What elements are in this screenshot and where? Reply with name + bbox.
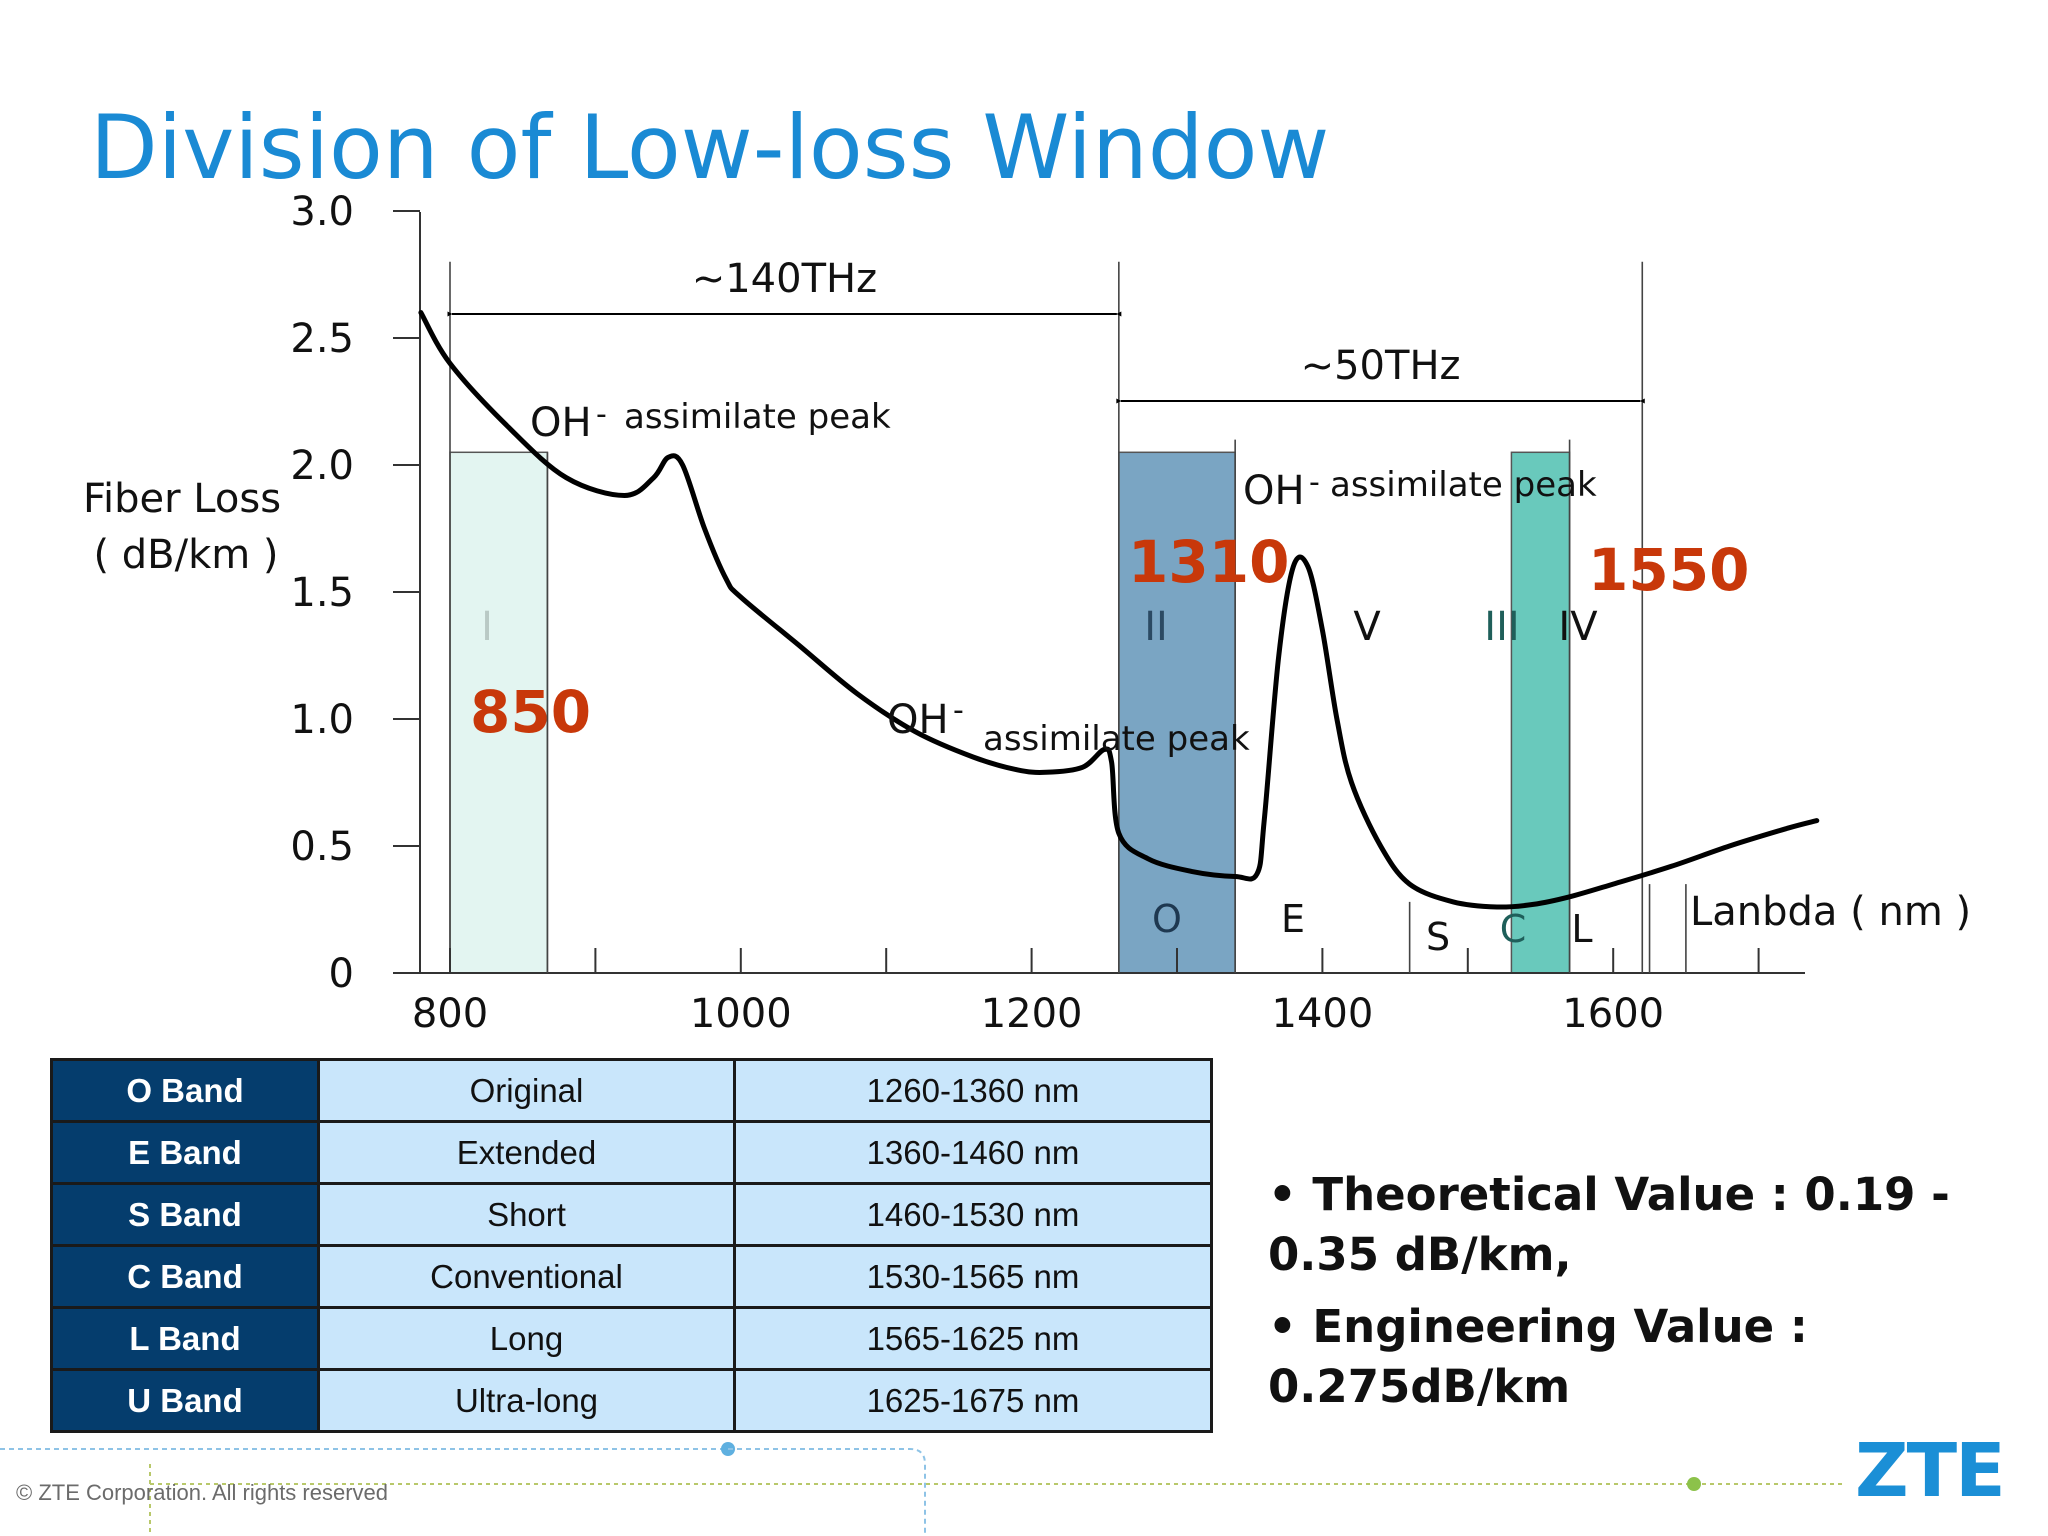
- band-description-cell: Ultra-long: [317, 1368, 736, 1433]
- band-letter-c: C: [1500, 907, 1527, 951]
- svg-text:OH: OH: [1243, 468, 1305, 514]
- band-description-cell: Original: [317, 1058, 736, 1123]
- band-description-cell: Short: [317, 1182, 736, 1247]
- y-axis-label-line2: ( dB/km ): [93, 532, 278, 578]
- frequency-span-label: ~140THz: [692, 256, 877, 302]
- loss-curve: [418, 310, 1820, 910]
- band-row: U Band Ultra-long 1625-1675 nm: [50, 1368, 1213, 1433]
- svg-text:assimilate peak: assimilate peak: [1330, 465, 1597, 505]
- x-tick-label: 1200: [981, 991, 1083, 1037]
- svg-text:-: -: [596, 397, 607, 432]
- band-name-cell: U Band: [50, 1368, 320, 1433]
- band-letter-l: L: [1571, 907, 1592, 951]
- oh-annotation-1: OH - assimilate peak: [530, 397, 891, 446]
- zte-logo: ZTE: [1855, 1428, 2006, 1514]
- wavelength-850: 850: [470, 678, 591, 746]
- y-tick-label: 2.5: [290, 316, 354, 362]
- loss-values: • Theoretical Value : 0.19 - 0.35 dB/km,…: [1268, 1165, 1988, 1429]
- y-tick-label: 0.5: [290, 824, 354, 870]
- wavelength-1310: 1310: [1128, 528, 1289, 596]
- oh-annotation-3: OH - assimilate peak: [887, 693, 1250, 759]
- svg-text:OH: OH: [887, 697, 949, 743]
- region-label-iv: IV: [1558, 604, 1598, 650]
- band-row: C Band Conventional 1530-1565 nm: [50, 1244, 1213, 1309]
- theoretical-value-note: • Theoretical Value : 0.19 - 0.35 dB/km,: [1268, 1168, 1950, 1281]
- band-range-cell: 1360-1460 nm: [733, 1120, 1213, 1185]
- band-letter-e: E: [1281, 897, 1305, 941]
- band-row: E Band Extended 1360-1460 nm: [50, 1120, 1213, 1185]
- y-tick-label: 3.0: [290, 189, 354, 235]
- x-tick-label: 1600: [1562, 991, 1664, 1037]
- copyright-text: © ZTE Corporation. All rights reserved: [16, 1480, 389, 1505]
- window-label-iii: III: [1484, 604, 1519, 650]
- x-tick-label: 800: [412, 991, 488, 1037]
- svg-text:-: -: [1309, 465, 1320, 500]
- svg-text:assimilate peak: assimilate peak: [624, 397, 891, 437]
- svg-text:-: -: [953, 693, 964, 728]
- oh-annotation-2: OH - assimilate peak: [1243, 465, 1597, 514]
- band-letter-o: O: [1152, 897, 1182, 941]
- band-range-cell: 1625-1675 nm: [733, 1368, 1213, 1433]
- y-tick-label: 1.0: [290, 697, 354, 743]
- band-range-cell: 1530-1565 nm: [733, 1244, 1213, 1309]
- y-tick-label: 0: [329, 951, 354, 997]
- band-row: L Band Long 1565-1625 nm: [50, 1306, 1213, 1371]
- wavelength-1550: 1550: [1588, 536, 1749, 604]
- band-description-cell: Conventional: [317, 1244, 736, 1309]
- band-row: O Band Original 1260-1360 nm: [50, 1058, 1213, 1123]
- x-tick-label: 1000: [690, 991, 792, 1037]
- window-label-i: I: [481, 604, 493, 650]
- band-range-cell: 1565-1625 nm: [733, 1306, 1213, 1371]
- band-name-cell: L Band: [50, 1306, 320, 1371]
- band-letter-s: S: [1426, 915, 1450, 959]
- window-i: [449, 451, 549, 974]
- window-label-ii: II: [1144, 604, 1168, 650]
- band-table: O Band Original 1260-1360 nm E Band Extended…: [50, 1058, 1213, 1433]
- y-axis-label-line1: Fiber Loss: [83, 476, 281, 522]
- window-ii: [1118, 451, 1236, 974]
- x-tick-label: 1400: [1272, 991, 1374, 1037]
- y-tick-label: 1.5: [290, 570, 354, 616]
- band-row: S Band Short 1460-1530 nm: [50, 1182, 1213, 1247]
- engineering-value-note: • Engineering Value : 0.275dB/km: [1268, 1300, 1808, 1413]
- frequency-span-label: ~50THz: [1301, 343, 1461, 389]
- band-name-cell: S Band: [50, 1182, 320, 1247]
- svg-text:OH: OH: [530, 400, 592, 446]
- window-iii: [1510, 451, 1571, 974]
- band-name-cell: E Band: [50, 1120, 320, 1185]
- x-axis-label: Lanbda ( nm ): [1690, 889, 1971, 935]
- band-description-cell: Extended: [317, 1120, 736, 1185]
- band-range-cell: 1460-1530 nm: [733, 1182, 1213, 1247]
- svg-text:assimilate peak: assimilate peak: [983, 719, 1250, 759]
- region-label-v: V: [1353, 604, 1381, 650]
- fiber-loss-chart: 0 0.5 1.0 1.5 2.0 2.5 3.0 800 1000 1200 1400 1600 ~…: [83, 189, 1971, 1037]
- footer-decoration: [0, 1442, 1845, 1536]
- band-name-cell: C Band: [50, 1244, 320, 1309]
- band-range-cell: 1260-1360 nm: [733, 1058, 1213, 1123]
- page-title: Division of Low-loss Window: [90, 96, 1330, 199]
- band-name-cell: O Band: [50, 1058, 320, 1123]
- y-tick-label: 2.0: [290, 443, 354, 489]
- band-description-cell: Long: [317, 1306, 736, 1371]
